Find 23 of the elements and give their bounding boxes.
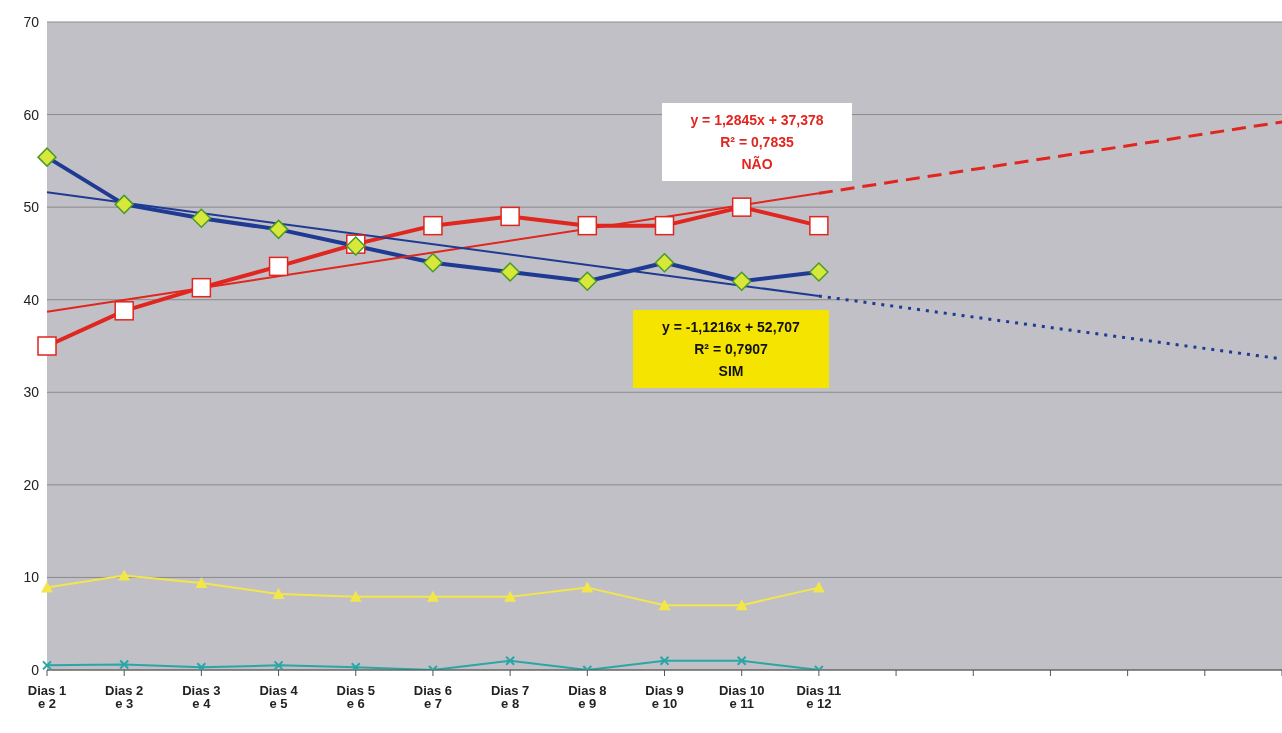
note-box: y = -1,1216x + 52,707 R² = 0,7907 SIM (633, 310, 829, 388)
y-tick-label: 10 (23, 569, 40, 586)
y-tick-label: 20 (23, 476, 40, 493)
x-tick-label: Dias 6 e 7 (413, 683, 453, 712)
y-tick-label: 60 (23, 106, 40, 123)
y-tick-label: 0 (31, 661, 40, 678)
x-tick-label: Dias 10 e 11 (718, 683, 765, 712)
x-tick-label: Dias 9 e 10 (645, 683, 684, 712)
x-tick-label: Dias 3 e 4 (182, 683, 221, 712)
x-tick-label: Dias 5 e 6 (336, 683, 375, 712)
x-tick-label: Dias 7 e 8 (490, 683, 530, 712)
y-tick-label: 70 (23, 13, 40, 30)
note-box: y = 1,2845x + 37,378 R² = 0,7835 NÃO (662, 103, 852, 181)
x-tick-label: Dias 8 e 9 (568, 683, 607, 712)
y-tick-label: 40 (23, 291, 40, 308)
annotation: y = -1,1216x + 52,707 R² = 0,7907 SIM (661, 318, 801, 381)
x-tick-label: Dias 11 e 12 (796, 683, 842, 712)
annotation: y = 1,2845x + 37,378 R² = 0,7835 NÃO (689, 111, 825, 174)
x-tick-label: Dias 2 e 3 (105, 683, 144, 712)
x-tick-label: Dias 1 e 2 (27, 683, 67, 712)
y-tick-label: 30 (23, 384, 40, 401)
y-tick-label: 50 (23, 199, 40, 216)
x-tick-label: Dias 4 e 5 (259, 683, 299, 712)
